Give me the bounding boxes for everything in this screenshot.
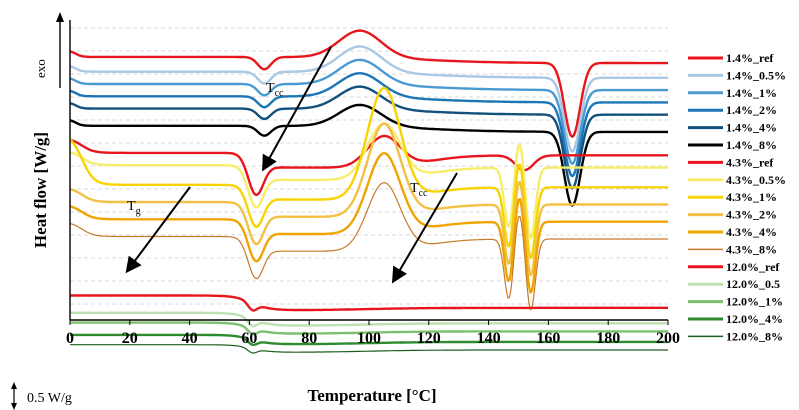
x-tick-label: 200 xyxy=(656,330,680,347)
legend-label: 1.4%_8% xyxy=(726,138,777,152)
scale-bar-head-bottom xyxy=(11,403,17,410)
series-line xyxy=(69,45,668,153)
tg-annotation: Tg xyxy=(127,199,141,217)
trend-arrow xyxy=(262,46,332,172)
series-line xyxy=(70,344,668,354)
series-line xyxy=(69,182,668,311)
series-line xyxy=(69,134,668,197)
scale-bar-label: 0.5 W/g xyxy=(27,391,72,406)
exo-label: exo xyxy=(33,59,48,78)
x-axis-title: Temperature [°C] xyxy=(307,386,436,405)
legend-label: 1.4%_4% xyxy=(726,121,777,135)
legend-label: 12.0%_0.5 xyxy=(726,277,780,291)
legend-label: 1.4%_2% xyxy=(726,103,777,117)
legend-label: 4.3%_1% xyxy=(726,190,777,204)
trend-arrows xyxy=(125,46,458,284)
legend: 1.4%_ref 1.4%_0.5% 1.4%_1% 1.4%_2% 1.4%_4% 1.… xyxy=(688,51,786,343)
series-line xyxy=(69,122,668,240)
legend-label: 12.0%_ref xyxy=(726,260,780,274)
series-line xyxy=(69,29,668,138)
tcc-annotation-top: Tcc xyxy=(266,81,284,99)
x-ticks: 0 20 40 60 80 100 120 140 160 180 200 xyxy=(66,320,680,347)
x-tick-label: 80 xyxy=(301,330,317,347)
legend-label: 12.0%_4% xyxy=(726,312,783,326)
legend-label: 1.4%_1% xyxy=(726,86,777,100)
series-line xyxy=(69,103,668,207)
series-line xyxy=(69,122,668,277)
legend-label: 4.3%_8% xyxy=(726,242,777,256)
y-axis-title: Heat flow [W/g] xyxy=(31,132,50,248)
legend-label: 1.4%_ref xyxy=(726,51,774,65)
x-tick-label: 160 xyxy=(536,330,560,347)
series-curves xyxy=(69,29,668,354)
legend-label: 12.0%_8% xyxy=(726,329,783,343)
scale-bar-head-top xyxy=(11,382,17,389)
x-tick-label: 0 xyxy=(66,330,74,347)
legend-label: 4.3%_ref xyxy=(726,155,774,169)
series-line xyxy=(70,294,668,312)
tcc-annotation-middle: Tcc xyxy=(410,181,428,199)
legend-label: 4.3%_2% xyxy=(726,208,777,222)
series-line xyxy=(70,333,668,347)
series-line xyxy=(69,85,668,190)
exo-arrow-head xyxy=(56,12,64,22)
x-tick-label: 100 xyxy=(357,330,381,347)
legend-label: 1.4%_0.5% xyxy=(726,68,786,82)
x-tick-label: 20 xyxy=(122,330,138,347)
series-line xyxy=(70,321,668,336)
legend-label: 12.0%_1% xyxy=(726,295,783,309)
x-tick-label: 140 xyxy=(477,330,501,347)
x-tick-label: 180 xyxy=(596,330,620,347)
series-line xyxy=(69,152,668,294)
legend-label: 4.3%_0.5% xyxy=(726,173,786,187)
trend-arrow xyxy=(125,186,191,274)
legend-label: 4.3%_4% xyxy=(726,225,777,239)
x-tick-label: 120 xyxy=(417,330,441,347)
series-line xyxy=(69,86,668,260)
trend-arrow xyxy=(391,172,458,284)
x-tick-label: 40 xyxy=(182,330,198,347)
x-tick-label: 60 xyxy=(241,330,257,347)
